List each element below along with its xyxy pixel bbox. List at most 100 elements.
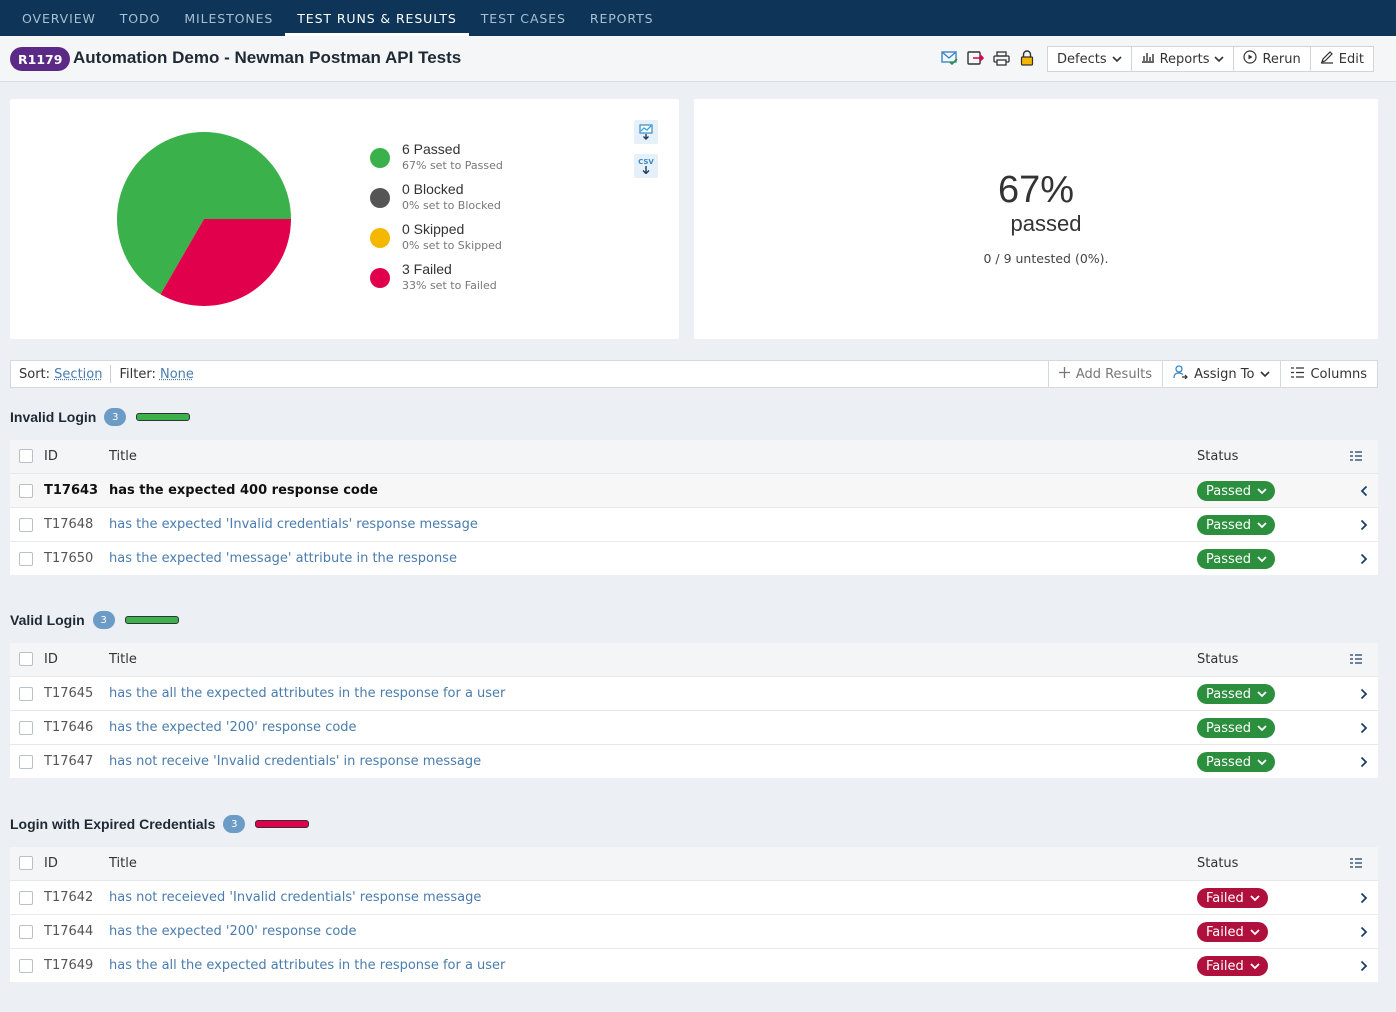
defects-button[interactable]: Defects [1048,47,1132,71]
column-settings-icon[interactable] [1350,653,1362,668]
user-assign-icon [1173,365,1188,383]
status-dropdown[interactable]: Passed [1197,684,1276,704]
chevron-right-icon[interactable] [1356,551,1372,567]
status-dropdown[interactable]: Failed [1197,888,1268,908]
status-dropdown[interactable]: Failed [1197,922,1268,942]
assign-to-button[interactable]: Assign To [1162,361,1280,387]
section-title[interactable]: Invalid Login [10,409,97,425]
test-id: T17643 [44,483,99,498]
rerun-button[interactable]: Rerun [1234,47,1311,71]
test-title-link[interactable]: has not receive 'Invalid credentials' in… [109,754,482,769]
status-label: Failed [1206,890,1244,906]
column-header-id[interactable]: ID [44,449,58,464]
table-row[interactable]: T17649 has the all the expected attribut… [10,948,1378,982]
export-icon[interactable] [966,49,984,67]
row-checkbox[interactable] [19,518,33,532]
nav-tab-test-runs-results[interactable]: TEST RUNS & RESULTS [285,0,470,36]
top-nav: OVERVIEW TODO MILESTONES TEST RUNS & RESULT… [0,0,1396,36]
table-row[interactable]: T17647 has not receive 'Invalid credenti… [10,744,1378,778]
chevron-down-icon [1250,959,1260,974]
chevron-right-icon[interactable] [1356,720,1372,736]
select-all-checkbox[interactable] [19,652,33,666]
edit-button[interactable]: Edit [1311,47,1373,71]
filter-value-link[interactable]: None [159,366,194,382]
test-title-link[interactable]: has the expected 'Invalid credentials' r… [109,517,478,532]
chevron-right-icon[interactable] [1356,890,1372,906]
select-all-checkbox[interactable] [19,449,33,463]
row-checkbox[interactable] [19,755,33,769]
status-label: Failed [1206,924,1244,940]
print-icon[interactable] [992,49,1010,67]
chevron-right-icon[interactable] [1356,958,1372,974]
row-checkbox[interactable] [19,959,33,973]
table-row[interactable]: T17644 has the expected '200' response c… [10,914,1378,948]
chevron-down-icon [1257,518,1267,533]
status-dropdown[interactable]: Passed [1197,752,1276,772]
column-header-title[interactable]: Title [109,652,137,667]
table-header-row: ID Title Status [10,847,1378,880]
table-row[interactable]: T17642 has not receieved 'Invalid creden… [10,880,1378,914]
row-checkbox[interactable] [19,721,33,735]
row-checkbox[interactable] [19,484,33,498]
chart-download-icon[interactable] [634,120,658,144]
results-chart-panel: 6 Passed 67% set to Passed 0 Blocked 0% … [10,99,679,339]
table-row[interactable]: T17648 has the expected 'Invalid credent… [10,507,1378,541]
column-settings-icon[interactable] [1350,857,1362,872]
test-title-link[interactable]: has the expected 400 response code [109,483,378,498]
column-settings-icon[interactable] [1350,450,1362,465]
chevron-right-icon[interactable] [1356,686,1372,702]
row-checkbox[interactable] [19,552,33,566]
row-checkbox[interactable] [19,687,33,701]
test-title-link[interactable]: has the expected 'message' attribute in … [109,551,457,566]
section-progress-bar [255,820,310,828]
status-dropdown[interactable]: Failed [1197,956,1268,976]
legend-item-skipped: 0 Skipped 0% set to Skipped [370,221,503,252]
row-checkbox[interactable] [19,925,33,939]
column-header-id[interactable]: ID [44,856,58,871]
column-header-status[interactable]: Status [1197,449,1239,464]
chevron-down-icon [1260,367,1271,382]
columns-button[interactable]: Columns [1280,361,1377,387]
test-title-link[interactable]: has not receieved 'Invalid credentials' … [109,890,482,905]
mail-check-icon[interactable] [940,49,958,67]
table-row[interactable]: T17643 has the expected 400 response cod… [10,473,1378,507]
nav-tab-test-cases[interactable]: TEST CASES [480,10,566,26]
chevron-right-icon[interactable] [1356,754,1372,770]
section-title[interactable]: Valid Login [10,612,85,628]
section-title[interactable]: Login with Expired Credentials [10,816,216,832]
add-results-button[interactable]: Add Results [1047,361,1162,387]
test-title-link[interactable]: has the all the expected attributes in t… [109,686,506,701]
pie-slice-failed [160,219,291,306]
reports-button[interactable]: Reports [1132,47,1235,71]
column-header-status[interactable]: Status [1197,652,1239,667]
table-row[interactable]: T17646 has the expected '200' response c… [10,710,1378,744]
table-row[interactable]: T17650 has the expected 'message' attrib… [10,541,1378,575]
csv-download-icon[interactable]: CSV [634,154,658,178]
column-header-status[interactable]: Status [1197,856,1239,871]
status-dropdown[interactable]: Passed [1197,515,1276,535]
chevron-right-icon[interactable] [1356,924,1372,940]
status-label: Passed [1206,483,1252,499]
column-header-title[interactable]: Title [109,856,137,871]
status-dropdown[interactable]: Passed [1197,718,1276,738]
sort-value-link[interactable]: Section [54,366,103,382]
status-dropdown[interactable]: Passed [1197,481,1276,501]
status-dropdown[interactable]: Passed [1197,549,1276,569]
nav-tab-milestones[interactable]: MILESTONES [184,10,274,26]
lock-icon[interactable] [1018,49,1036,67]
results-table: ID Title Status T17642 has not receieved… [10,847,1378,982]
test-title-link[interactable]: has the expected '200' response code [109,924,357,939]
column-header-title[interactable]: Title [109,449,137,464]
select-all-checkbox[interactable] [19,856,33,870]
test-title-link[interactable]: has the expected '200' response code [109,720,357,735]
sort-label: Sort: [19,366,51,382]
chevron-left-icon[interactable] [1356,483,1372,499]
test-title-link[interactable]: has the all the expected attributes in t… [109,958,506,973]
chevron-right-icon[interactable] [1356,517,1372,533]
nav-tab-reports[interactable]: REPORTS [589,10,654,26]
nav-tab-todo[interactable]: TODO [119,10,161,26]
column-header-id[interactable]: ID [44,652,58,667]
row-checkbox[interactable] [19,891,33,905]
table-row[interactable]: T17645 has the all the expected attribut… [10,676,1378,710]
nav-tab-overview[interactable]: OVERVIEW [22,10,96,26]
